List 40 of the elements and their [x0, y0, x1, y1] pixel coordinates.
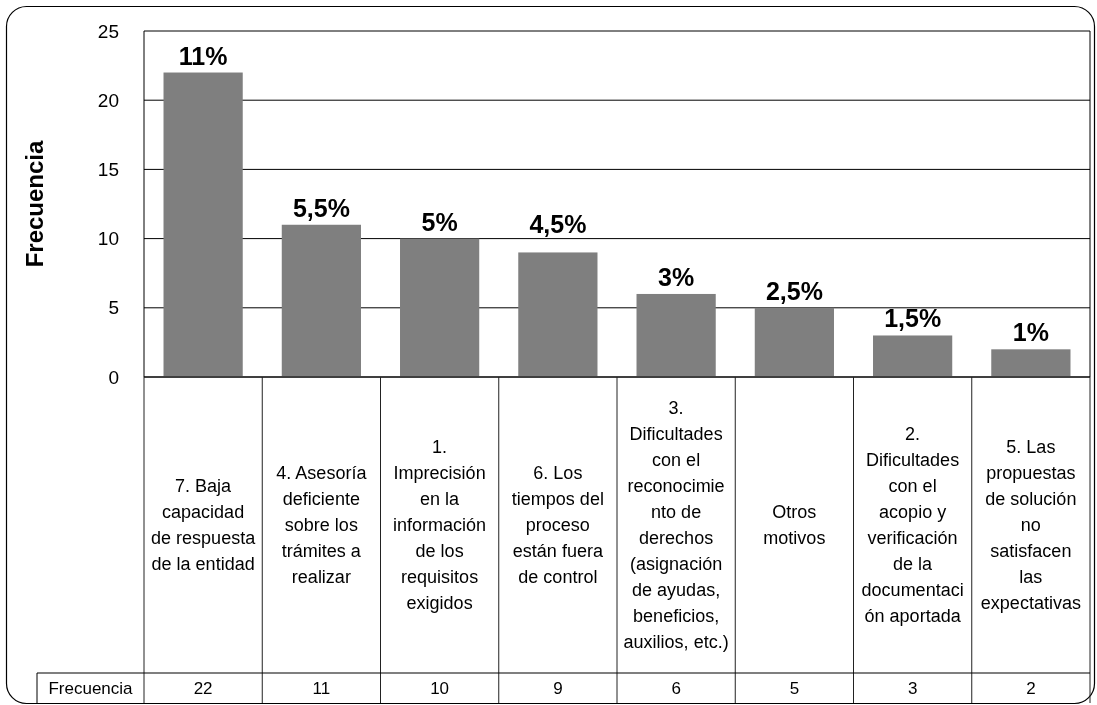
data-label: 2	[1026, 678, 1036, 698]
data-label: 5	[789, 678, 800, 698]
annotation: 1%	[1012, 318, 1049, 347]
category-label: 3. Dificultades con el reconocimiento de derechos (asignación de ayudas, beneficios, auxilios, etc.)	[623, 398, 729, 652]
y-axis-title: Frecuencia	[20, 140, 48, 268]
x-tick-label: Otros motivos	[763, 502, 826, 548]
bar	[873, 335, 953, 377]
annotation: 5,5%	[292, 193, 350, 222]
data-label: 3	[907, 678, 918, 698]
data-label: 10	[430, 678, 450, 698]
annotation: 1,5%	[884, 304, 942, 333]
bar	[991, 349, 1071, 377]
x-tick-label: 2. Dificultades con el acopio y verificación de la documentación aportada	[861, 424, 964, 626]
y-tick-label: 15	[97, 158, 119, 180]
x-tick-label: 5. Las propuestas de solución no satisfacen las expectativas	[980, 437, 1081, 613]
y-tick-label: 5	[108, 297, 119, 319]
data-label: 9	[553, 678, 563, 698]
annotation: 2,5%	[765, 276, 823, 305]
annotation: 11%	[178, 41, 228, 70]
x-tick-label: 1. Imprecisión en la información de los requisitos exigidos	[393, 437, 487, 613]
y-tick-label: 10	[97, 228, 119, 250]
bar	[754, 307, 834, 377]
x-tick-label: 6. Los tiempos del proceso están fuera de control	[511, 463, 604, 587]
data-label: 22	[193, 678, 213, 698]
annotation: 4,5%	[529, 209, 587, 238]
bar	[281, 224, 361, 377]
table-row-header: Frecuencia	[48, 678, 133, 698]
bar	[518, 252, 598, 377]
y-tick-label: 25	[97, 20, 119, 42]
x-tick-label: 7. Baja capacidad de respuesta de la entidad	[151, 476, 257, 574]
annotation: 5%	[421, 207, 458, 236]
y-tick-label: 20	[97, 89, 119, 111]
data-label: 11	[312, 678, 331, 698]
bar	[163, 72, 243, 377]
annotation: 3%	[658, 262, 695, 291]
bar	[636, 293, 716, 377]
data-label: 6	[671, 678, 681, 698]
y-tick-label: 0	[108, 366, 119, 388]
bar	[400, 238, 480, 377]
x-tick-label: 4. Asesoría deficiente sobre los trámites a realizar	[276, 463, 368, 587]
